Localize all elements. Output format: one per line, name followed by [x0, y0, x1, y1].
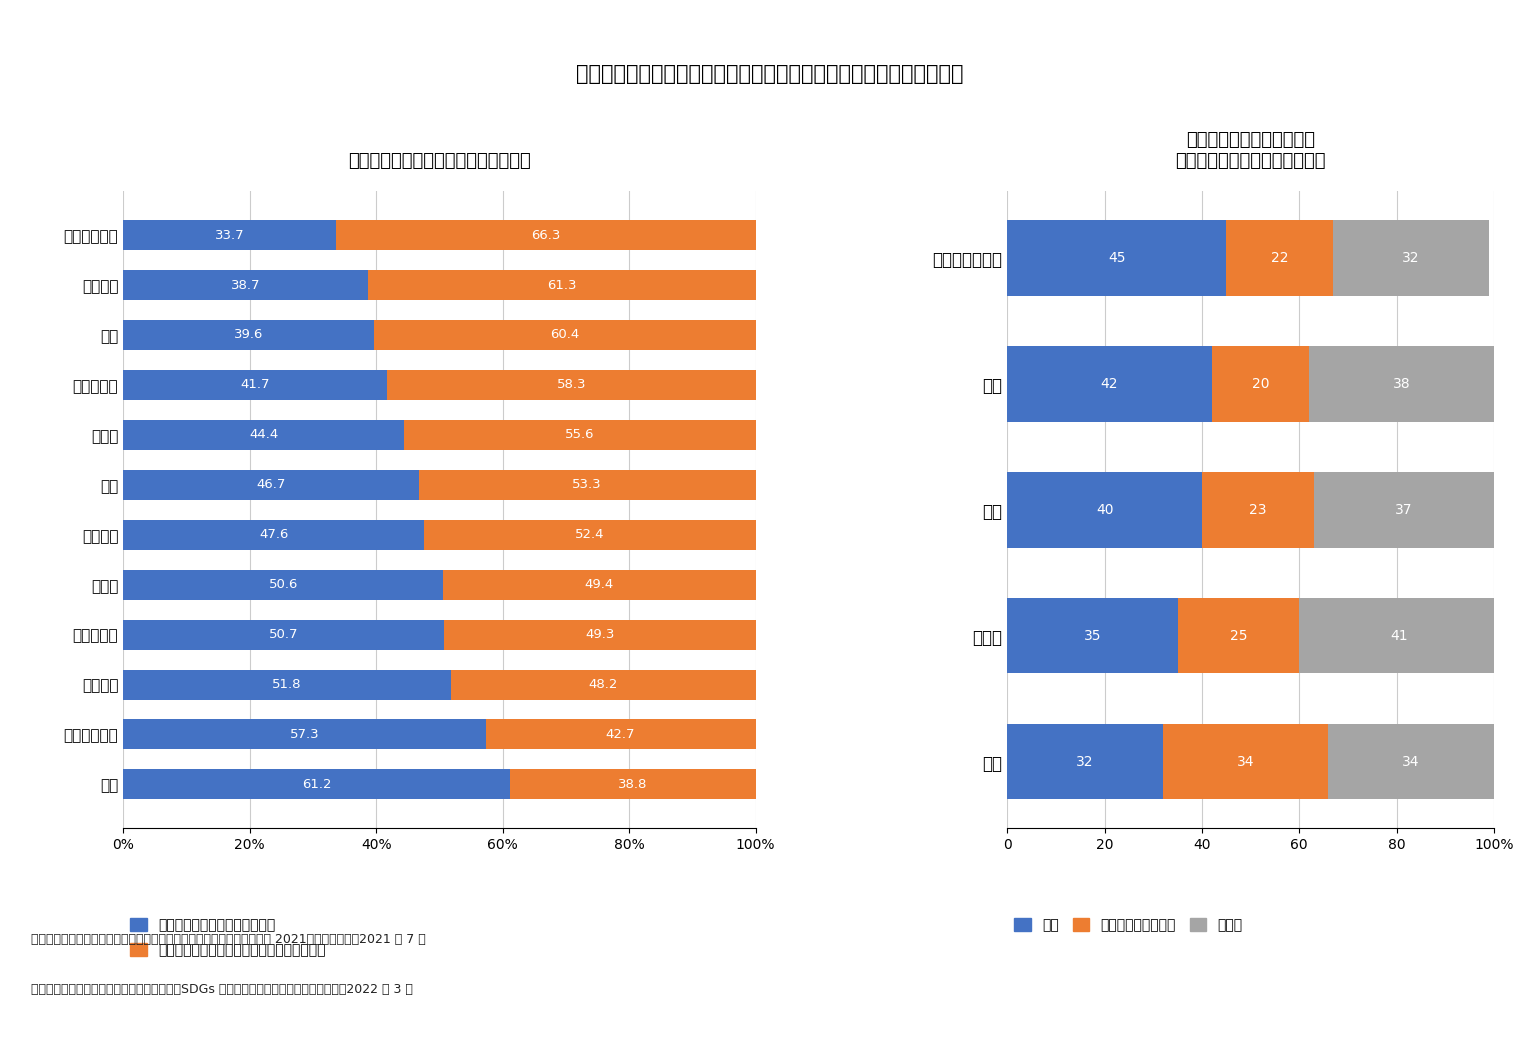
Bar	[123, 619, 444, 650]
Text: 35: 35	[1084, 629, 1101, 643]
Bar	[368, 270, 756, 301]
Bar	[1201, 472, 1314, 548]
Text: 49.4: 49.4	[585, 578, 614, 592]
Text: 53.3: 53.3	[573, 478, 602, 492]
Text: （図５）家計の持続可能性（サステナビリティ）に対する関心度合い: （図５）家計の持続可能性（サステナビリティ）に対する関心度合い	[576, 65, 964, 84]
Bar	[123, 320, 374, 350]
Text: 39.6: 39.6	[234, 328, 263, 342]
Bar	[1007, 724, 1163, 800]
Text: 58.3: 58.3	[556, 378, 587, 392]
Text: 33.7: 33.7	[216, 228, 245, 241]
Text: 42: 42	[1101, 377, 1118, 391]
Text: 38.7: 38.7	[231, 278, 260, 292]
Bar	[123, 719, 485, 750]
Text: 55.6: 55.6	[565, 428, 594, 442]
Bar	[123, 770, 510, 800]
Bar	[1212, 346, 1309, 422]
Bar	[444, 569, 756, 600]
Text: 23: 23	[1249, 502, 1266, 517]
Text: 45: 45	[1109, 251, 1126, 264]
Text: 47.6: 47.6	[259, 528, 288, 542]
Bar	[123, 569, 444, 600]
Text: 32: 32	[1076, 755, 1093, 769]
Bar	[1178, 598, 1300, 673]
Text: 25: 25	[1229, 629, 1247, 643]
Title: 持続可能な製品のために、
より高い金額を支払いますか？: 持続可能な製品のために、 より高い金額を支払いますか？	[1175, 132, 1326, 170]
Bar	[444, 619, 756, 650]
Text: 48.2: 48.2	[588, 678, 618, 691]
Bar	[419, 469, 756, 500]
Text: 40: 40	[1096, 502, 1113, 517]
Bar	[123, 519, 424, 550]
Text: 34: 34	[1237, 755, 1255, 769]
Bar	[424, 519, 756, 550]
Bar	[123, 419, 403, 450]
Text: 32: 32	[1403, 251, 1420, 264]
Bar	[1300, 598, 1498, 673]
Bar	[123, 469, 419, 500]
Text: 51.8: 51.8	[273, 678, 302, 691]
Bar	[510, 770, 756, 800]
Text: 41.7: 41.7	[240, 378, 270, 392]
Bar	[374, 320, 756, 350]
Bar	[1007, 220, 1226, 295]
Legend: はい, 知らない・意見なし, いいえ: はい, 知らない・意見なし, いいえ	[1015, 919, 1243, 932]
Bar	[336, 220, 756, 250]
Text: 20: 20	[1252, 377, 1269, 391]
Text: 37: 37	[1395, 502, 1412, 517]
Bar	[1309, 346, 1494, 422]
Text: 41: 41	[1391, 629, 1408, 643]
Bar	[123, 270, 368, 301]
Text: 61.2: 61.2	[302, 778, 331, 791]
Bar	[403, 419, 756, 450]
Bar	[451, 669, 756, 700]
Bar	[387, 370, 756, 400]
Bar	[1007, 346, 1212, 422]
Text: 60.4: 60.4	[550, 328, 579, 342]
Bar	[123, 669, 451, 700]
Text: （右図出所）アメリカン・エキスプレス、「SDGs 消費に対する意識調査」、調査時期：2022 年 3 月: （右図出所）アメリカン・エキスプレス、「SDGs 消費に対する意識調査」、調査時…	[31, 983, 413, 996]
Text: 61.3: 61.3	[547, 278, 576, 292]
Bar	[123, 370, 387, 400]
Bar	[485, 719, 756, 750]
Text: 46.7: 46.7	[256, 478, 285, 492]
Text: 38: 38	[1392, 377, 1411, 391]
Title: 今の生活を守るか、次世代につなぐか: 今の生活を守るか、次世代につなぐか	[348, 152, 531, 170]
Text: 44.4: 44.4	[249, 428, 279, 442]
Text: （左図出所）電通・電通総研「サステナブル・ライフスタイル意識調査 2021」、調査時期：2021 年 7 月: （左図出所）電通・電通総研「サステナブル・ライフスタイル意識調査 2021」、調…	[31, 933, 425, 946]
Legend: 今の生活を守ることに精一杯だ, 次世代につなぐためにできることをしている: 今の生活を守ることに精一杯だ, 次世代につなぐためにできることをしている	[131, 919, 325, 957]
Bar	[1226, 220, 1334, 295]
Text: 22: 22	[1270, 251, 1289, 264]
Text: 66.3: 66.3	[531, 228, 561, 241]
Text: 42.7: 42.7	[605, 727, 636, 741]
Text: 38.8: 38.8	[618, 778, 648, 791]
Text: 50.6: 50.6	[268, 578, 297, 592]
Text: 50.7: 50.7	[270, 628, 299, 641]
Text: 34: 34	[1403, 755, 1420, 769]
Text: 57.3: 57.3	[290, 727, 319, 741]
Text: 49.3: 49.3	[585, 628, 614, 641]
Bar	[1163, 724, 1329, 800]
Text: 52.4: 52.4	[574, 528, 605, 542]
Bar	[1314, 472, 1494, 548]
Bar	[1007, 598, 1178, 673]
Bar	[1007, 472, 1201, 548]
Bar	[1334, 220, 1489, 295]
Bar	[1329, 724, 1494, 800]
Bar	[123, 220, 336, 250]
